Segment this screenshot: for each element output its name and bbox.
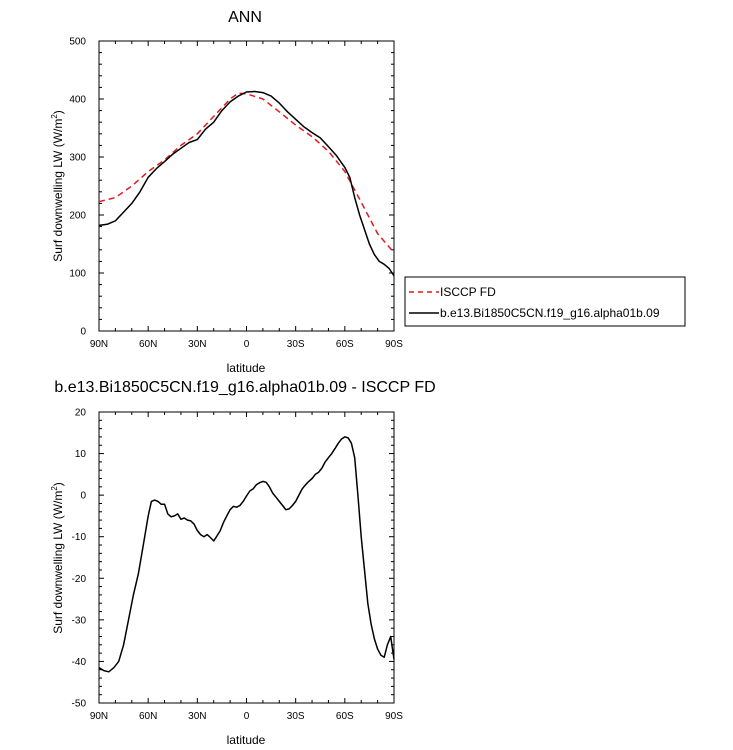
top-y-tick-labels: 0 100 200 300 400 500 [69, 37, 86, 338]
top-y-tick-label: 200 [69, 211, 86, 222]
top-x-tick-label: 90S [385, 339, 403, 350]
top-y-tick-label: 500 [69, 37, 86, 48]
bottom-x-tick-label: 30S [287, 711, 305, 722]
top-x-tick-label: 0 [244, 339, 250, 350]
bottom-series-layer [98, 436, 395, 673]
top-series-line-1 [98, 90, 395, 277]
top-y-tick-label: 400 [69, 95, 86, 106]
legend-label-model: b.e13.Bi1850C5CN.f19_g16.alpha01b.09 [440, 306, 660, 320]
top-x-tick-label: 60S [336, 339, 354, 350]
legend-box [404, 276, 686, 327]
bottom-y-tick-label: -20 [72, 574, 87, 585]
top-x-tick-label: 30N [188, 339, 206, 350]
top-series-layer [98, 90, 395, 277]
top-x-tick-label: 90N [90, 339, 108, 350]
bottom-y-tick-label: 20 [75, 408, 87, 419]
bottom-y-axis-label-sup: 2 [50, 486, 59, 491]
bottom-y-tick-label: 0 [80, 491, 86, 502]
bottom-panel: b.e13.Bi1850C5CN.f19_g16.alpha01b.09 - I… [50, 379, 436, 747]
top-chart-title: ANN [228, 9, 262, 26]
top-y-tick-label: 300 [69, 153, 86, 164]
bottom-x-tick-label: 60N [139, 711, 157, 722]
bottom-y-tick-label: -10 [72, 532, 87, 543]
bottom-y-axis-label: Surf downwelling LW (W/m2) [50, 482, 65, 634]
bottom-chart-title: b.e13.Bi1850C5CN.f19_g16.alpha01b.09 - I… [54, 379, 435, 396]
bottom-y-axis-label-end: ) [51, 482, 65, 486]
bottom-plot-frame [98, 411, 395, 704]
top-panel: ANN 90N 60N 30N 0 30S 60S 90S 0 100 200 300 400 500… [50, 9, 403, 375]
bottom-ticks [98, 411, 395, 704]
top-x-tick-labels: 90N 60N 30N 0 30S 60S 90S [90, 339, 403, 350]
bottom-y-tick-labels: -50 -40 -30 -20 -10 0 10 20 [72, 408, 87, 710]
bottom-x-tick-labels: 90N 60N 30N 0 30S 60S 90S [90, 711, 403, 722]
top-y-axis-label: Surf downwelling LW (W/m2) [50, 110, 65, 262]
bottom-x-tick-label: 0 [244, 711, 250, 722]
legend: ISCCP FD b.e13.Bi1850C5CN.f19_g16.alpha0… [404, 276, 686, 327]
top-y-axis-label-sup: 2 [50, 114, 59, 119]
bottom-x-tick-label: 30N [188, 711, 206, 722]
bottom-y-tick-label: -30 [72, 615, 87, 626]
bottom-x-tick-label: 90S [385, 711, 403, 722]
bottom-x-tick-label: 60S [336, 711, 354, 722]
bottom-series-line-0 [98, 436, 395, 673]
bottom-y-tick-label: -40 [72, 657, 87, 668]
top-y-tick-label: 100 [69, 269, 86, 280]
top-series-line-0 [98, 92, 395, 254]
top-y-axis-label-main: Surf downwelling LW (W/m [51, 119, 65, 262]
top-x-tick-label: 30S [287, 339, 305, 350]
bottom-x-axis-label: latitude [227, 733, 266, 747]
bottom-x-tick-label: 90N [90, 711, 108, 722]
bottom-y-tick-label: 10 [75, 449, 87, 460]
bottom-y-tick-label: -50 [72, 699, 87, 710]
legend-label-isccp: ISCCP FD [440, 285, 496, 299]
top-y-axis-label-end: ) [51, 110, 65, 114]
bottom-y-axis-label-main: Surf downwelling LW (W/m [51, 491, 65, 634]
top-y-tick-label: 0 [80, 327, 86, 338]
top-x-tick-label: 60N [139, 339, 157, 350]
top-ticks [98, 40, 395, 332]
top-x-axis-label: latitude [227, 361, 266, 375]
